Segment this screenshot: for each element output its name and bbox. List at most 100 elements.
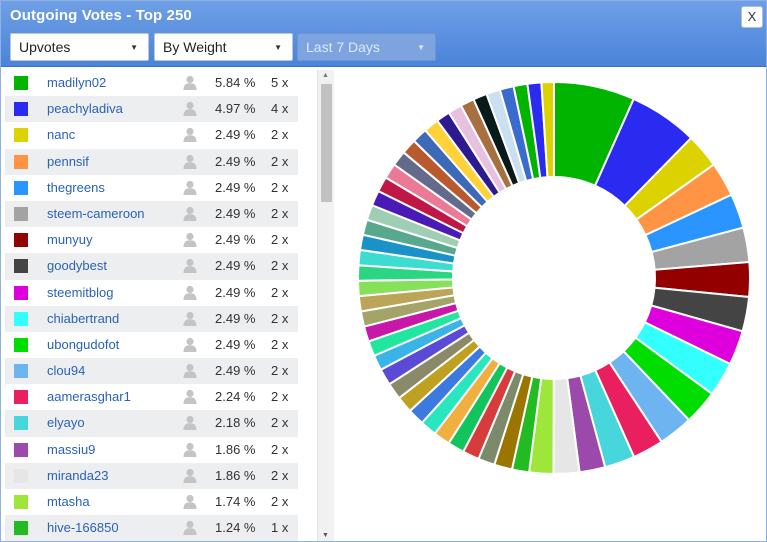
vote-row: thegreens 2.49 % 2 x [5,175,298,201]
user-icon[interactable] [183,311,197,326]
list-scrollbar[interactable]: ▲ ▼ [317,70,334,541]
vote-row: madilyn02 5.84 % 5 x [5,70,298,96]
vote-count: 2 x [271,389,289,405]
user-icon[interactable] [183,101,197,117]
vote-row: massiu9 1.86 % 2 x [5,437,298,463]
voter-name-link[interactable]: steem-cameroon [47,205,145,221]
vote-row: miranda23 1.86 % 2 x [5,462,298,489]
caret-down-icon: ▼ [417,43,425,52]
voter-name-link[interactable]: aamerasghar1 [47,389,131,405]
donut-slice[interactable] [540,80,555,179]
color-swatch [14,180,28,195]
voter-name-link[interactable]: goodybest [47,258,107,274]
vote-count: 2 x [271,153,289,169]
voter-name-link[interactable]: steemitblog [47,284,114,300]
scroll-thumb[interactable] [321,84,332,202]
color-swatch [14,311,28,326]
vote-row: ubongudofot 2.49 % 2 x [5,332,298,358]
vote-row: clou94 2.49 % 2 x [5,358,298,385]
user-icon[interactable] [183,520,197,536]
vote-percent: 2.49 % [215,179,256,195]
user-icon[interactable] [183,442,197,457]
vote-percent: 1.74 % [215,494,256,509]
voter-name-link[interactable]: munyuy [47,232,93,248]
vote-count: 2 x [271,415,289,431]
close-button[interactable]: X [741,6,763,28]
vote-percent: 2.18 % [215,415,256,431]
vote-row: munyuy 2.49 % 2 x [5,227,298,253]
user-icon[interactable] [183,206,197,221]
voter-name-link[interactable]: elyayo [47,415,85,431]
user-icon[interactable] [183,232,197,248]
voter-name-link[interactable]: clou94 [47,363,86,379]
vote-percent: 5.84 % [215,75,256,90]
color-swatch [14,128,28,143]
vote-count: 2 x [271,441,289,457]
window-title: Outgoing Votes - Top 250 [10,7,192,24]
color-swatch [14,206,28,221]
voter-name-link[interactable]: chiabertrand [47,310,120,326]
voter-name-link[interactable]: hive-166850 [47,520,119,536]
voter-name-link[interactable]: pennsif [47,153,89,169]
vote-count: 2 x [271,363,289,379]
color-swatch [14,521,28,536]
vote-percent: 2.49 % [215,258,256,274]
user-icon[interactable] [183,75,197,90]
user-icon[interactable] [183,258,197,274]
vote-count: 2 x [271,127,289,143]
user-icon[interactable] [183,389,197,405]
voter-name-link[interactable]: miranda23 [47,467,109,483]
vote-percent: 1.86 % [215,441,256,457]
vote-row: chiabertrand 2.49 % 2 x [5,305,298,332]
scroll-down-icon[interactable]: ▼ [322,532,329,539]
vote-row: nanc 2.49 % 2 x [5,122,298,148]
voter-name-link[interactable]: nanc [47,127,76,143]
user-icon[interactable] [183,180,197,195]
vote-list: madilyn02 5.84 % 5 x peachyladiva 4.97 % 4 x n… [5,70,298,541]
user-icon[interactable] [183,127,197,143]
vote-row: hive-166850 1.24 % 1 x [5,515,298,541]
vote-count: 2 x [271,336,289,352]
window-titlebar: Outgoing Votes - Top 250 X Upvotes ▼ By … [1,1,766,67]
votes-donut-chart [357,80,751,476]
user-icon[interactable] [183,337,197,352]
user-icon[interactable] [183,468,197,483]
period-select[interactable]: Last 7 Days ▼ [297,33,436,61]
user-icon[interactable] [183,285,197,300]
caret-down-icon: ▼ [130,43,138,52]
voter-name-link[interactable]: thegreens [47,179,105,195]
vote-percent: 2.24 % [215,389,256,405]
color-swatch [14,154,28,169]
close-icon: X [747,9,757,24]
vote-row: pennsif 2.49 % 2 x [5,148,298,175]
user-icon[interactable] [183,415,197,431]
voter-name-link[interactable]: ubongudofot [47,336,120,352]
vote-percent: 2.49 % [215,363,256,379]
voter-name-link[interactable]: mtasha [47,494,90,509]
voter-name-link[interactable]: massiu9 [47,441,96,457]
voter-name-link[interactable]: peachyladiva [47,101,123,117]
vote-percent: 2.49 % [215,127,256,143]
vote-count: 2 x [271,232,289,248]
vote-row: goodybest 2.49 % 2 x [5,253,298,280]
vote-percent: 1.86 % [215,467,256,483]
user-icon[interactable] [183,494,197,509]
user-icon[interactable] [183,363,197,379]
voter-name-link[interactable]: madilyn02 [47,75,107,90]
color-swatch [14,285,28,300]
color-swatch [14,495,28,509]
sort-select[interactable]: By Weight ▼ [154,33,293,61]
user-icon[interactable] [183,154,197,169]
vote-count: 1 x [271,520,289,536]
vote-percent: 2.49 % [215,310,256,326]
vote-type-value: Upvotes [19,39,71,55]
period-value: Last 7 Days [306,39,380,55]
color-swatch [14,416,28,431]
vote-type-select[interactable]: Upvotes ▼ [10,33,149,61]
color-swatch [14,102,28,117]
vote-count: 2 x [271,284,289,300]
scroll-up-icon[interactable]: ▲ [322,72,329,79]
vote-count: 2 x [271,310,289,326]
color-swatch [14,390,28,405]
vote-percent: 2.49 % [215,205,256,221]
